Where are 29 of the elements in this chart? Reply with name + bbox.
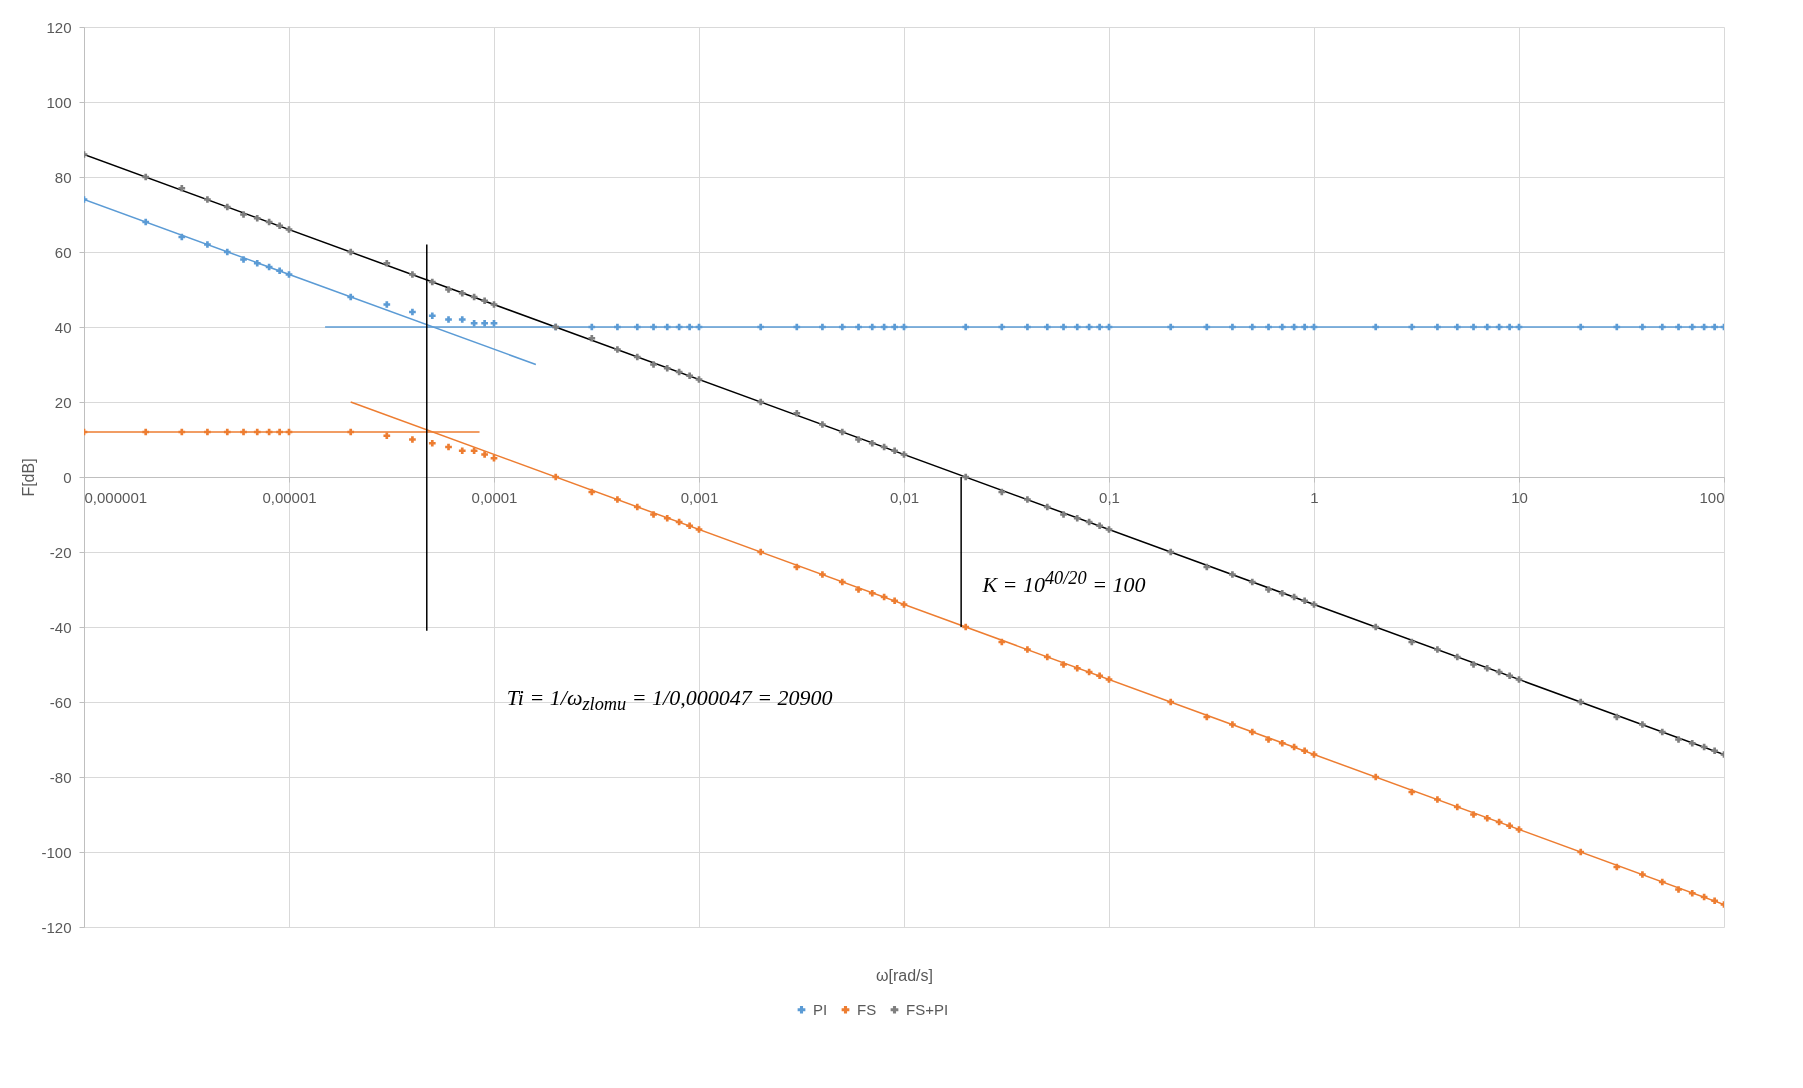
y-tick-label: -60: [49, 693, 72, 711]
y-tick-label: -40: [49, 618, 72, 636]
legend-label: FS+PI: [906, 1000, 949, 1018]
y-tick-label: -120: [41, 918, 72, 936]
annotation: K = 10$^{40/20}$ = 100: [982, 567, 1146, 599]
annotation: Ti = 1/ω$_{zlomu}$ = 1/0,000047 = 20900: [506, 684, 833, 716]
y-tick-label: 80: [54, 168, 72, 186]
y-tick-label: 100: [46, 93, 72, 111]
x-axis-title: ω[rad/s]: [876, 966, 933, 984]
y-tick-label: -80: [49, 768, 72, 786]
x-tick-label: 0,0001: [471, 488, 518, 506]
x-tick-label: 0,1: [1099, 488, 1120, 506]
y-tick-label: 0: [63, 468, 72, 486]
x-tick-label: 100: [1699, 488, 1725, 506]
y-tick-label: -20: [49, 543, 72, 561]
x-tick-label: 0,001: [680, 488, 719, 506]
x-tick-label: 0,00001: [262, 488, 317, 506]
x-tick-label: 1: [1310, 488, 1319, 506]
x-tick-label: 10: [1511, 488, 1528, 506]
x-tick-label: 0,01: [889, 488, 920, 506]
y-tick-label: 20: [54, 393, 72, 411]
y-tick-label: -100: [41, 843, 72, 861]
y-tick-label: 120: [46, 18, 72, 36]
y-tick-label: 60: [54, 243, 72, 261]
y-axis-title: F[dB]: [20, 458, 38, 497]
legend-label: FS: [857, 1000, 877, 1018]
legend-label: PI: [813, 1000, 828, 1018]
x-tick-label: 0,000001: [84, 488, 148, 506]
y-tick-label: 40: [54, 318, 72, 336]
